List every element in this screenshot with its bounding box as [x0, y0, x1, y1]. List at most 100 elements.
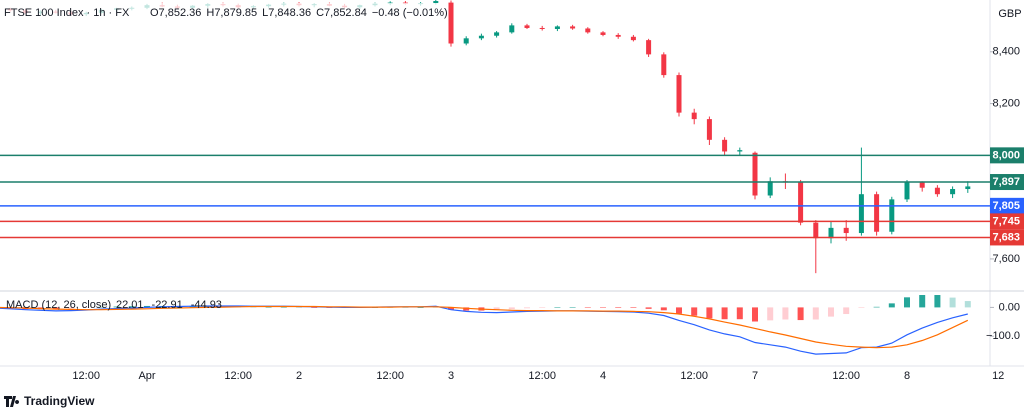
- level-label: 7,683: [992, 231, 1020, 243]
- y-tick-label: 8,200: [992, 97, 1020, 109]
- symbol: FTSE 100 Index · 1h · FX: [4, 7, 130, 19]
- histogram-bar: [569, 307, 576, 308]
- macd-legend-value: -22.91: [152, 299, 183, 311]
- candle-body: [554, 26, 560, 29]
- candle-body: [813, 222, 819, 239]
- histogram-bar: [630, 307, 637, 308]
- x-tick-label: 12: [992, 370, 1004, 382]
- histogram-bar: [584, 307, 591, 308]
- header-value: L7,848.36: [262, 7, 311, 19]
- candle-body: [646, 40, 652, 55]
- histogram-bar: [828, 307, 834, 317]
- macd-legend-label: MACD (12, 26, close): [6, 299, 111, 311]
- candle-body: [661, 54, 667, 76]
- candle-body: [843, 227, 849, 234]
- x-tick-label: 4: [600, 370, 606, 382]
- header-backdrop: [0, 3, 440, 23]
- candle-body: [950, 189, 956, 195]
- histogram-bar: [402, 307, 409, 308]
- candle-body: [737, 150, 743, 152]
- candle-body: [570, 26, 576, 29]
- histogram-bar: [949, 297, 956, 308]
- histogram-bar: [417, 307, 424, 308]
- histogram-bar: [448, 307, 454, 310]
- candle-body: [433, 1, 439, 4]
- candle-body: [600, 32, 606, 35]
- histogram-bar: [615, 307, 622, 308]
- candle-body: [798, 182, 804, 223]
- level-label-box: [990, 147, 1024, 164]
- histogram-bar: [493, 307, 500, 311]
- candle-body: [722, 139, 728, 152]
- histogram-bar: [691, 307, 698, 316]
- histogram-bar: [600, 307, 606, 308]
- histogram-bar: [204, 305, 211, 308]
- candle-body: [676, 75, 682, 113]
- candle-body: [524, 25, 530, 28]
- x-tick-label: 12:00: [224, 370, 252, 382]
- candle-body: [615, 34, 621, 37]
- x-tick-label: 12:00: [680, 370, 708, 382]
- logo-mark: [4, 396, 20, 407]
- x-tick-label: 3: [448, 370, 454, 382]
- histogram-bar: [888, 303, 895, 308]
- macd-legend-value: 22.01: [116, 299, 144, 311]
- histogram-bar: [873, 306, 880, 308]
- histogram-bar: [797, 307, 804, 321]
- candle-body: [858, 194, 864, 234]
- histogram-bar: [645, 307, 652, 309]
- histogram-bar: [128, 306, 135, 308]
- histogram-bar: [144, 305, 150, 308]
- histogram-bar: [113, 306, 120, 308]
- candle-body: [691, 112, 697, 120]
- y-tick-label: 8,400: [992, 46, 1020, 58]
- x-tick-label: 2: [296, 370, 302, 382]
- x-tick-label: 12:00: [72, 370, 100, 382]
- level-label: 7,745: [992, 215, 1020, 227]
- histogram-bar: [904, 297, 910, 308]
- header-value: O7,852.36: [150, 7, 201, 19]
- candle-body: [965, 186, 971, 190]
- y-tick-label: 7,600: [992, 253, 1020, 265]
- histogram-bar: [250, 307, 257, 308]
- candle-body: [630, 36, 636, 41]
- brand: TradingView: [24, 394, 95, 408]
- candle-body: [478, 35, 484, 39]
- candle-body: [494, 32, 500, 36]
- level-label: 8,000: [992, 149, 1020, 161]
- histogram-bar: [280, 307, 287, 308]
- candle-body: [904, 182, 910, 200]
- histogram-bar: [539, 307, 546, 308]
- candle-body: [448, 2, 454, 44]
- histogram-bar: [660, 307, 667, 311]
- x-tick-label: 12:00: [528, 370, 556, 382]
- histogram-bar: [83, 307, 90, 308]
- histogram-bar: [964, 301, 971, 308]
- histogram-bar: [919, 295, 926, 308]
- histogram-bar: [676, 307, 682, 314]
- x-tick-label: 12:00: [376, 370, 404, 382]
- x-tick-label: 8: [904, 370, 910, 382]
- candle-body: [463, 38, 469, 44]
- histogram-bar: [68, 307, 74, 309]
- currency: GBP: [998, 8, 1021, 20]
- level-label-box: [990, 229, 1024, 246]
- header-value: H7,879.85: [206, 7, 257, 19]
- level-label-box: [990, 197, 1024, 214]
- x-tick-label: Apr: [138, 370, 155, 382]
- candle-body: [934, 187, 940, 195]
- macd-line: [0, 305, 969, 349]
- histogram-bar: [296, 307, 302, 308]
- header-value: −0.48 (−0.01%): [372, 7, 448, 19]
- histogram-bar: [98, 306, 105, 308]
- level-label: 7,897: [992, 176, 1020, 188]
- histogram-bar: [524, 307, 530, 309]
- level-label-box: [990, 174, 1024, 191]
- candle-body: [509, 25, 515, 33]
- x-tick-label: 12:00: [832, 370, 860, 382]
- candle-body: [752, 152, 758, 196]
- histogram-bar: [934, 295, 941, 308]
- candle-body: [889, 199, 895, 232]
- candle-body: [874, 194, 880, 232]
